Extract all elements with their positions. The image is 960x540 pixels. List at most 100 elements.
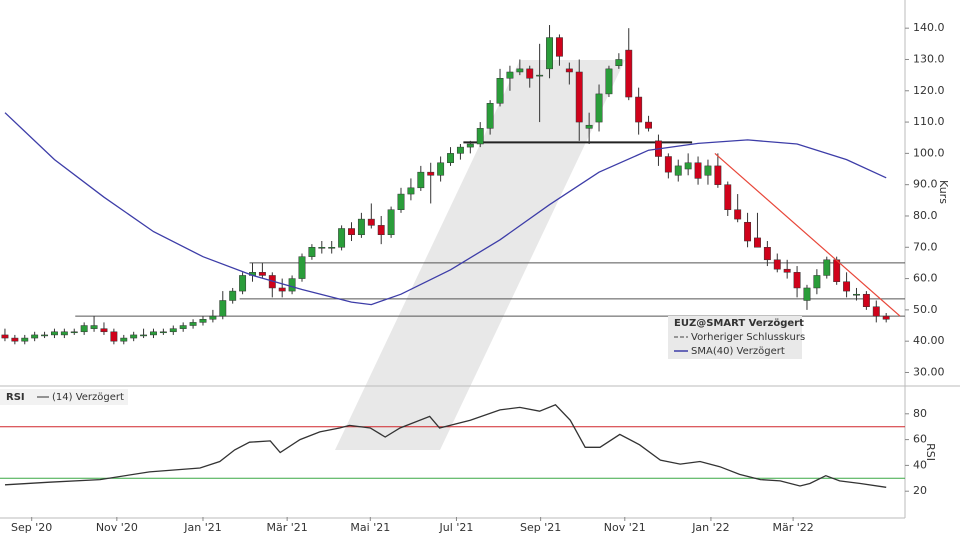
watermark: [335, 60, 625, 450]
legend-entry: Vorheriger Schlusskurs: [691, 332, 805, 343]
candle-body: [466, 143, 474, 148]
candle-body: [239, 275, 247, 292]
candle-body: [80, 325, 88, 333]
candle-body: [229, 290, 237, 301]
candle-body: [486, 103, 494, 129]
candle-body: [704, 165, 712, 176]
y-tick-label: 70.0: [913, 240, 938, 253]
x-tick-label: Jan '21: [183, 521, 221, 534]
candle-body: [585, 124, 593, 129]
candle-body: [51, 331, 58, 336]
candle-body: [209, 315, 217, 320]
candle-body: [31, 334, 39, 339]
candle-body: [813, 275, 821, 289]
candle-body: [427, 171, 435, 176]
y-axis-label: Kurs: [937, 180, 950, 204]
candle-body: [872, 306, 880, 317]
x-tick-label: Sep '21: [520, 521, 561, 534]
y-tick-label: 60: [913, 433, 927, 446]
candle-body: [496, 78, 504, 104]
candle-body: [417, 171, 425, 189]
candle-body: [110, 331, 118, 342]
candle-body: [803, 287, 811, 301]
candle-body: [565, 68, 573, 73]
candle-body: [605, 68, 613, 95]
candle-body: [516, 68, 524, 73]
candle-body: [763, 247, 771, 261]
candle-body: [694, 162, 702, 179]
legend: [668, 316, 802, 359]
y-tick-label: 80.0: [913, 209, 938, 222]
candle-body: [189, 322, 197, 326]
candle-body: [298, 256, 306, 279]
candle-body: [288, 278, 296, 292]
x-tick-label: Mär '22: [772, 521, 813, 534]
candle-body: [437, 162, 445, 176]
candle-body: [308, 247, 316, 257]
candle-body: [199, 319, 207, 323]
candle-body: [328, 247, 336, 249]
y-tick-label: 80: [913, 407, 927, 420]
candle-body: [773, 259, 781, 270]
candle-body: [130, 334, 138, 339]
candle-body: [882, 315, 890, 320]
candle-body: [645, 121, 653, 129]
panel-title: RSI: [6, 392, 25, 403]
candle-body: [843, 281, 851, 292]
candle-body: [546, 37, 553, 70]
candle-body: [159, 331, 167, 334]
y-tick-label: 20: [913, 484, 927, 497]
x-tick-label: Jan '22: [691, 521, 729, 534]
candle-body: [754, 237, 761, 248]
y-tick-label: 110.0: [913, 115, 945, 128]
y-tick-label: 40.00: [913, 334, 945, 347]
candle-body: [318, 247, 326, 249]
candle-body: [456, 146, 464, 154]
candle-body: [575, 71, 583, 123]
candle-body: [526, 68, 534, 79]
x-tick-label: Nov '20: [96, 521, 138, 534]
y-tick-label: 90.0: [913, 178, 938, 191]
candle-body: [744, 221, 752, 242]
candle-body: [278, 287, 286, 292]
series-line: [4, 112, 887, 306]
candle-body: [41, 334, 49, 337]
y-tick-label: 140.0: [913, 21, 945, 34]
y-tick-label: 30.00: [913, 365, 945, 378]
candle-body: [823, 259, 831, 276]
candle-body: [169, 328, 177, 333]
candle-body: [506, 71, 514, 79]
y-tick-label: 40: [913, 458, 927, 471]
candle-body: [11, 337, 19, 342]
candle-body: [724, 184, 732, 210]
candle-body: [150, 331, 157, 336]
candle-body: [684, 162, 692, 170]
legend-entry: SMA(40) Verzögert: [691, 346, 785, 357]
candle-body: [377, 225, 385, 236]
candle-body: [476, 128, 484, 145]
x-tick-label: Mai '21: [350, 521, 390, 534]
candle-body: [60, 331, 68, 336]
candle-body: [338, 228, 346, 248]
candle-body: [357, 218, 365, 236]
candle-body: [120, 337, 128, 342]
x-tick-label: Sep '20: [11, 521, 52, 534]
x-tick-label: Nov '21: [604, 521, 646, 534]
candle-body: [853, 293, 860, 296]
x-tick-label: Mär '21: [267, 521, 308, 534]
trend-line: [714, 152, 901, 317]
candle-body: [348, 228, 355, 236]
legend-title: EUZ@SMART Verzögert: [674, 318, 804, 329]
candle-body: [258, 272, 266, 276]
x-tick-label: Jul '21: [439, 521, 474, 534]
candle-body: [70, 331, 78, 334]
y-tick-label: 130.0: [913, 52, 945, 65]
candle-body: [387, 209, 395, 236]
candle-body: [555, 37, 563, 57]
candle-body: [407, 187, 415, 195]
candle-body: [367, 218, 375, 226]
rsi-header: [0, 389, 128, 405]
legend-entry: (14) Verzögert: [52, 392, 124, 403]
candle-body: [862, 293, 870, 307]
